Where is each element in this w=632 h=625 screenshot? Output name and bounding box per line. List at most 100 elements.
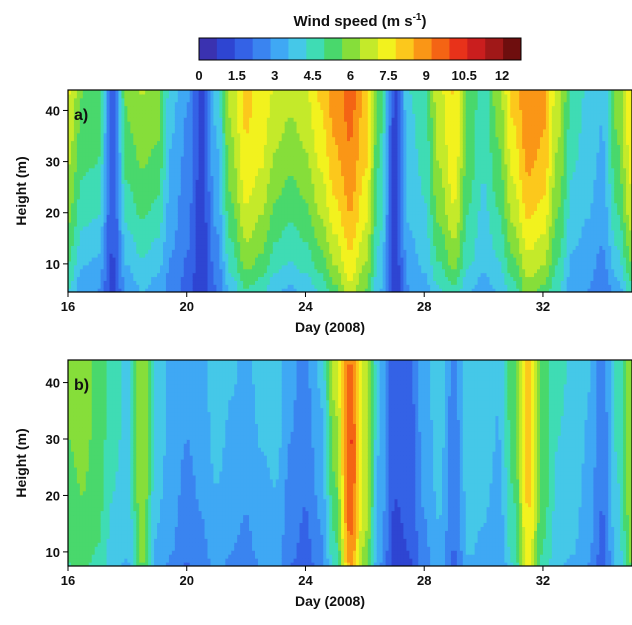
heatmap-cell xyxy=(252,124,256,130)
heatmap-cell xyxy=(160,101,164,107)
heatmap-cell xyxy=(222,121,226,126)
heatmap-cell xyxy=(73,144,78,149)
heatmap-cell xyxy=(311,128,315,134)
heatmap-cell xyxy=(139,249,143,254)
heatmap-cell xyxy=(106,183,111,188)
heatmap-cell xyxy=(94,179,99,184)
heatmap-cell xyxy=(198,194,203,200)
heatmap-cell xyxy=(151,260,155,266)
heatmap-cell xyxy=(136,148,140,153)
heatmap-cell xyxy=(290,202,295,208)
heatmap-cell xyxy=(94,257,99,262)
heatmap-cell xyxy=(263,93,268,99)
heatmap-cell xyxy=(287,237,292,243)
heatmap-cell xyxy=(154,249,158,254)
heatmap-cell xyxy=(118,264,123,270)
heatmap-cell xyxy=(263,113,268,118)
heatmap-cell xyxy=(317,260,321,266)
heatmap-cell xyxy=(213,276,218,281)
heatmap-cell xyxy=(293,109,298,114)
heatmap-cell xyxy=(183,284,188,289)
heatmap-cell xyxy=(124,167,128,173)
heatmap-cell xyxy=(91,113,96,118)
heatmap-cell xyxy=(284,105,289,111)
heatmap-cell xyxy=(115,218,120,223)
heatmap-cell xyxy=(85,284,90,289)
heatmap-cell xyxy=(186,128,191,134)
heatmap-cell xyxy=(91,175,96,180)
heatmap-cell xyxy=(109,264,114,270)
heatmap-cell xyxy=(103,280,108,285)
heatmap-cell xyxy=(109,90,114,95)
heatmap-cell xyxy=(249,288,253,292)
heatmap-cell xyxy=(139,245,143,250)
heatmap-cell xyxy=(76,268,81,274)
heatmap-cell xyxy=(305,93,310,99)
heatmap-cell xyxy=(127,218,131,223)
heatmap-cell xyxy=(314,210,318,215)
heatmap-cell xyxy=(70,249,75,254)
heatmap-cell xyxy=(115,276,120,281)
heatmap-cell xyxy=(266,222,271,227)
heatmap-cell xyxy=(148,257,152,262)
heatmap-cell xyxy=(73,90,78,95)
heatmap-cell xyxy=(287,167,292,173)
heatmap-cell xyxy=(124,210,128,215)
heatmap-cell xyxy=(269,109,274,114)
heatmap-cell xyxy=(305,175,310,180)
heatmap-cell xyxy=(249,202,253,208)
heatmap-cell xyxy=(332,140,336,145)
heatmap-cell xyxy=(278,117,283,122)
heatmap-cell xyxy=(82,175,87,180)
heatmap-cell xyxy=(100,237,105,243)
heatmap-cell xyxy=(180,214,185,219)
heatmap-cell xyxy=(332,268,336,274)
heatmap-cell xyxy=(249,132,253,138)
heatmap-cell xyxy=(338,268,342,274)
heatmap-cell xyxy=(311,229,315,235)
heatmap-cell xyxy=(186,163,191,169)
heatmap-cell xyxy=(269,194,274,200)
heatmap-cell xyxy=(252,163,256,169)
heatmap-cell xyxy=(275,128,280,134)
heatmap-cell xyxy=(338,90,342,95)
heatmap-cell xyxy=(100,202,105,208)
heatmap-cell xyxy=(338,159,342,165)
heatmap-cell xyxy=(145,288,149,292)
heatmap-cell xyxy=(162,210,167,215)
heatmap-cell xyxy=(290,167,295,173)
heatmap-cell xyxy=(305,272,310,278)
heatmap-cell xyxy=(142,113,146,118)
heatmap-cell xyxy=(148,159,152,165)
heatmap-cell xyxy=(326,101,330,107)
heatmap-cell xyxy=(88,268,93,274)
heatmap-cell xyxy=(198,249,203,254)
heatmap-cell xyxy=(192,237,197,243)
heatmap-cell xyxy=(73,264,78,270)
heatmap-cell xyxy=(186,280,191,285)
heatmap-cell xyxy=(198,93,203,99)
heatmap-cell xyxy=(70,210,75,215)
heatmap-cell xyxy=(121,148,125,153)
heatmap-cell xyxy=(216,260,220,266)
heatmap-cell xyxy=(201,218,206,223)
heatmap-cell xyxy=(130,144,134,149)
heatmap-cell xyxy=(177,148,182,153)
heatmap-cell xyxy=(338,198,342,204)
heatmap-cell xyxy=(154,191,158,196)
heatmap-cell xyxy=(257,284,262,289)
heatmap-cell xyxy=(201,237,206,243)
heatmap-cell xyxy=(148,136,152,142)
heatmap-cell xyxy=(94,171,99,177)
heatmap-cell xyxy=(252,159,256,165)
heatmap-cell xyxy=(266,210,271,215)
heatmap-cell xyxy=(145,198,149,204)
heatmap-cell xyxy=(234,194,238,200)
heatmap-cell xyxy=(249,191,253,196)
heatmap-cell xyxy=(281,128,286,134)
heatmap-cell xyxy=(97,132,102,138)
heatmap-cell xyxy=(195,136,200,142)
heatmap-cell xyxy=(127,167,131,173)
heatmap-cell xyxy=(228,210,232,215)
heatmap-cell xyxy=(139,144,143,149)
